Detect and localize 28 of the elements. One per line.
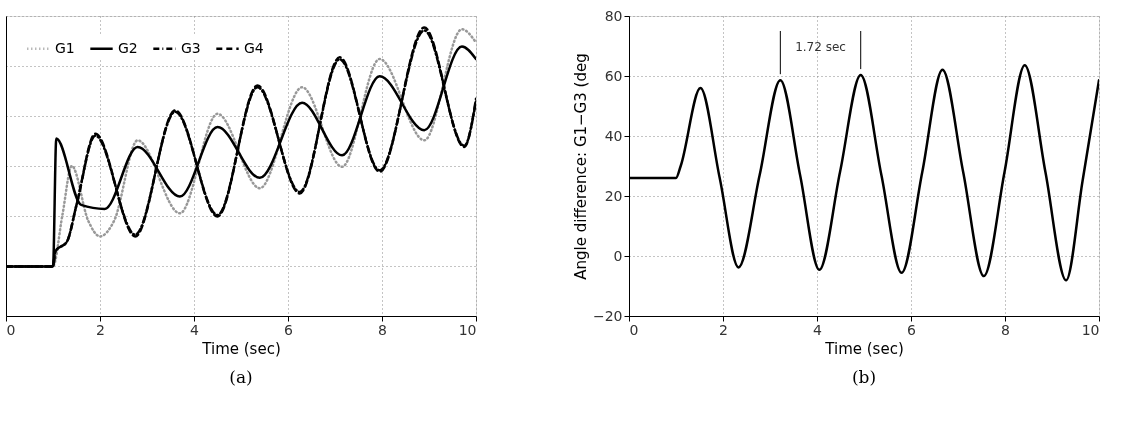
x-tick-label: 0 bbox=[629, 321, 639, 338]
x-tick-label: 6 bbox=[907, 321, 917, 338]
legend-label: G4 bbox=[244, 39, 264, 56]
x-tick-label: 4 bbox=[813, 321, 823, 338]
legend-label: G3 bbox=[181, 39, 201, 56]
x-tick-label: 4 bbox=[190, 321, 200, 338]
x-tick-label: 2 bbox=[96, 321, 105, 338]
y-tick-label: 80 bbox=[604, 7, 623, 24]
annotation: 1.72 sec bbox=[795, 40, 846, 55]
x-tick-label: 10 bbox=[458, 321, 477, 338]
x-tick-label: 0 bbox=[6, 321, 16, 338]
text: (b) bbox=[851, 367, 877, 387]
y-tick-label: 20 bbox=[604, 187, 623, 204]
x-tick-label: 2 bbox=[719, 321, 728, 338]
x-tick-label: 8 bbox=[1001, 321, 1010, 338]
y-tick-label: 0 bbox=[613, 247, 623, 264]
x-tick-label: 10 bbox=[1081, 321, 1100, 338]
y-tick-label: −20 bbox=[592, 307, 623, 324]
x-axis-title: Time (sec) bbox=[201, 339, 281, 358]
x-tick-label: 8 bbox=[378, 321, 387, 338]
legend-label: G2 bbox=[118, 39, 138, 56]
y-axis-title: Angle difference: G1−G3 (deg bbox=[571, 53, 590, 280]
x-axis-title: Time (sec) bbox=[824, 339, 904, 358]
x-tick-label: 6 bbox=[284, 321, 294, 338]
legend-label: G1 bbox=[55, 39, 75, 56]
text: (a) bbox=[229, 367, 253, 387]
y-tick-label: 60 bbox=[604, 67, 623, 84]
y-tick-label: 40 bbox=[604, 127, 623, 144]
